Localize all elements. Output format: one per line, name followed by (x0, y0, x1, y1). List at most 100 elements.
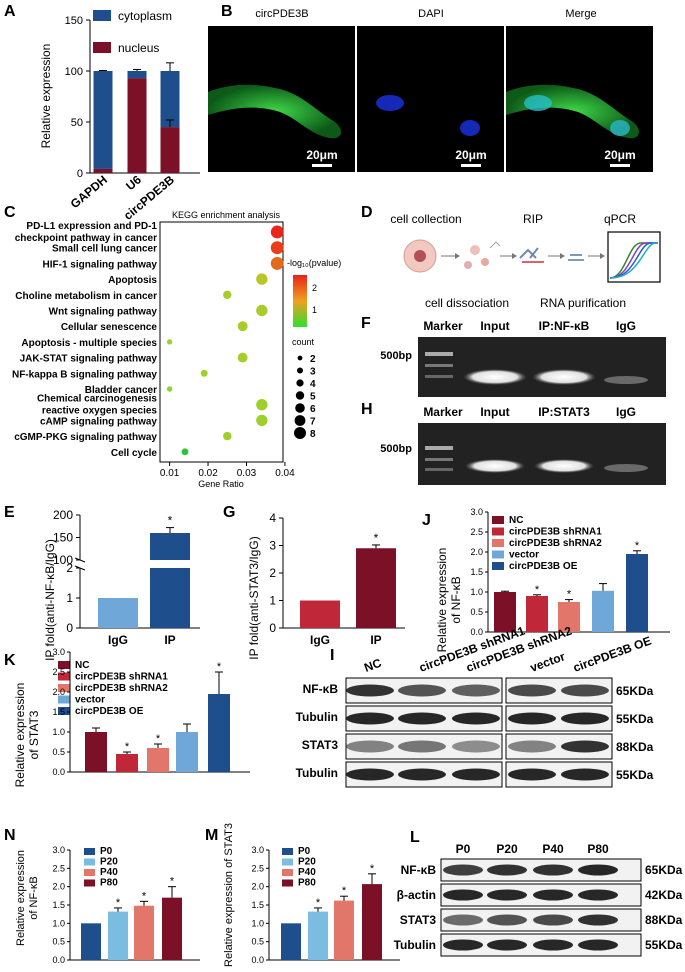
legendJ-swatch (492, 550, 504, 559)
chartK-ytick-label: 3.0 (52, 647, 65, 657)
gel-h-band-input (465, 459, 525, 473)
panel-h: H Marker Input IP:STAT3 IgG 500bp (361, 401, 666, 485)
blot-i-band (346, 740, 394, 753)
blot-l-band (578, 914, 618, 926)
e-xtick-label: IgG (108, 633, 128, 647)
blot-i-lane-label: circPDE3B OE (571, 634, 653, 675)
legendJ-label: circPDE3B shRNA2 (509, 538, 602, 549)
cell-green (208, 84, 342, 139)
kegg-pathway-label: Wnt signaling pathway (49, 307, 158, 318)
legendN-label: P20 (100, 857, 118, 868)
panel-k-ylabel-1: Relative expression (13, 683, 27, 788)
legendM-label: P20 (298, 857, 316, 868)
gel-f-band-ip (532, 369, 596, 385)
legendN-swatch (84, 848, 95, 855)
arrowhead-2 (512, 253, 517, 259)
legendN-swatch (84, 879, 95, 887)
blot-i-band (508, 768, 556, 781)
panel-k-chart: 0.0 0.5 1.0 1.5 2.0 2.5 3.0 * * * (52, 647, 250, 777)
blot-l-band (578, 939, 618, 951)
chartJ-sig: * (535, 584, 540, 596)
panel-e-ylabel: IP fold(anti-NF-κB/IgG) (43, 539, 57, 661)
chartJ-ytick-label: 2.0 (470, 547, 483, 557)
gel-f-lane-ip: IP:NF-κB (539, 319, 590, 333)
count-legend-dot (296, 379, 304, 387)
chartN-ytick-label: 0.0 (52, 955, 65, 965)
step-rna-purification: RNA purification (540, 296, 626, 310)
panel-c-label: C (4, 204, 16, 221)
kegg-dot (256, 273, 268, 285)
legend-swatch-cytoplasm (93, 10, 111, 21)
pvalue-tick-2: 2 (312, 283, 317, 293)
chartJ-ytick-label: 2.5 (470, 527, 483, 537)
panel-k: K Relative expression of STAT3 NCcircPDE… (4, 647, 250, 787)
blot-i-band (398, 740, 446, 753)
gel-h-lane-igg: IgG (616, 405, 636, 419)
kegg-pathway-label: HIF-1 signaling pathway (43, 259, 158, 270)
chartK-sig: * (156, 733, 161, 745)
kegg-dot (166, 386, 173, 392)
step-cell-collection: cell collection (390, 212, 461, 226)
kegg-dot (256, 399, 268, 411)
chartM-ytick-label: 0.0 (251, 955, 264, 965)
blot-l-lane-label: P0 (456, 842, 471, 856)
chartM-ytick-label: 1.0 (251, 918, 264, 928)
a-bar-cytoplasm (93, 71, 113, 169)
chartK-bar (147, 748, 169, 772)
nucleus-merge-1 (524, 95, 552, 111)
chartJ-ytick-label: 0.5 (470, 607, 483, 617)
chartN-ytick-label: 2.5 (52, 863, 65, 873)
antibody-illustration (519, 247, 539, 259)
qpcr-curve-4 (609, 242, 658, 279)
legendM-label: P0 (298, 846, 311, 857)
panel-n-ylabel-2: of NF-κB (28, 876, 40, 919)
chartK-ytick-label: 2.0 (52, 687, 65, 697)
panel-g-ylabel: IP fold(anti-STAT3/IgG) (247, 536, 261, 659)
kegg-pathway-label: cGMP-PKG signaling pathway (14, 432, 157, 443)
blot-i-band (561, 684, 609, 697)
blot-l-band (487, 889, 527, 901)
chartM-bar (308, 911, 328, 960)
e-bar-igg (98, 598, 138, 628)
fragment-1 (470, 245, 480, 255)
blot-l-lane-label: P20 (496, 842, 518, 856)
count-legend-label: 8 (310, 429, 316, 440)
step-rip: RIP (523, 212, 543, 226)
kegg-dot (237, 321, 248, 332)
panel-b-label: B (221, 3, 233, 20)
blot-i-row-label: STAT3 (302, 738, 339, 752)
blot-i-size-label: 65KDa (616, 684, 654, 698)
fragment-4 (489, 241, 501, 249)
blot-l-band (578, 864, 618, 876)
blot-i-row-label: Tubulin (296, 766, 338, 780)
nucleus-blue-2 (460, 120, 480, 136)
blot-l-band (443, 914, 483, 926)
legendM-label: P80 (298, 878, 316, 889)
scale-bar-1 (312, 164, 332, 167)
scale-label-3: 20μm (604, 148, 635, 162)
count-legend-dot (294, 415, 306, 426)
scale-label-1: 20μm (306, 148, 337, 162)
legendN-label: P40 (100, 867, 118, 878)
panel-g: G IP fold(anti-STAT3/IgG) 0 1 2 3 4 IgG IP * (223, 504, 405, 660)
blot-l-band (533, 889, 573, 901)
chartN-bar (134, 905, 154, 960)
legendJ-label: circPDE3B OE (509, 561, 578, 572)
blot-l-size-label: 42KDa (645, 888, 683, 902)
blot-l-band (443, 889, 483, 901)
panel-j-chart: 0.0 0.5 1.0 1.5 2.0 2.5 3.0 * * * (470, 507, 670, 637)
gel-f (418, 337, 666, 397)
count-legend-label: 3 (310, 367, 316, 378)
pvalue-legend-title: -log₁₀(pvalue) (287, 258, 341, 268)
legendJ-swatch (492, 516, 504, 524)
step-qpcr: qPCR (604, 212, 636, 226)
blot-i-band (452, 712, 500, 725)
legendN-swatch (84, 869, 95, 876)
chartK-ytick-label: 0.5 (52, 747, 65, 757)
kegg-pathway-label: Chemical carcinogenesis (37, 394, 157, 405)
blot-l-size-label: 65KDa (645, 863, 683, 877)
chartN-ytick-label: 2.0 (52, 882, 65, 892)
chartN-sig: * (142, 890, 147, 902)
